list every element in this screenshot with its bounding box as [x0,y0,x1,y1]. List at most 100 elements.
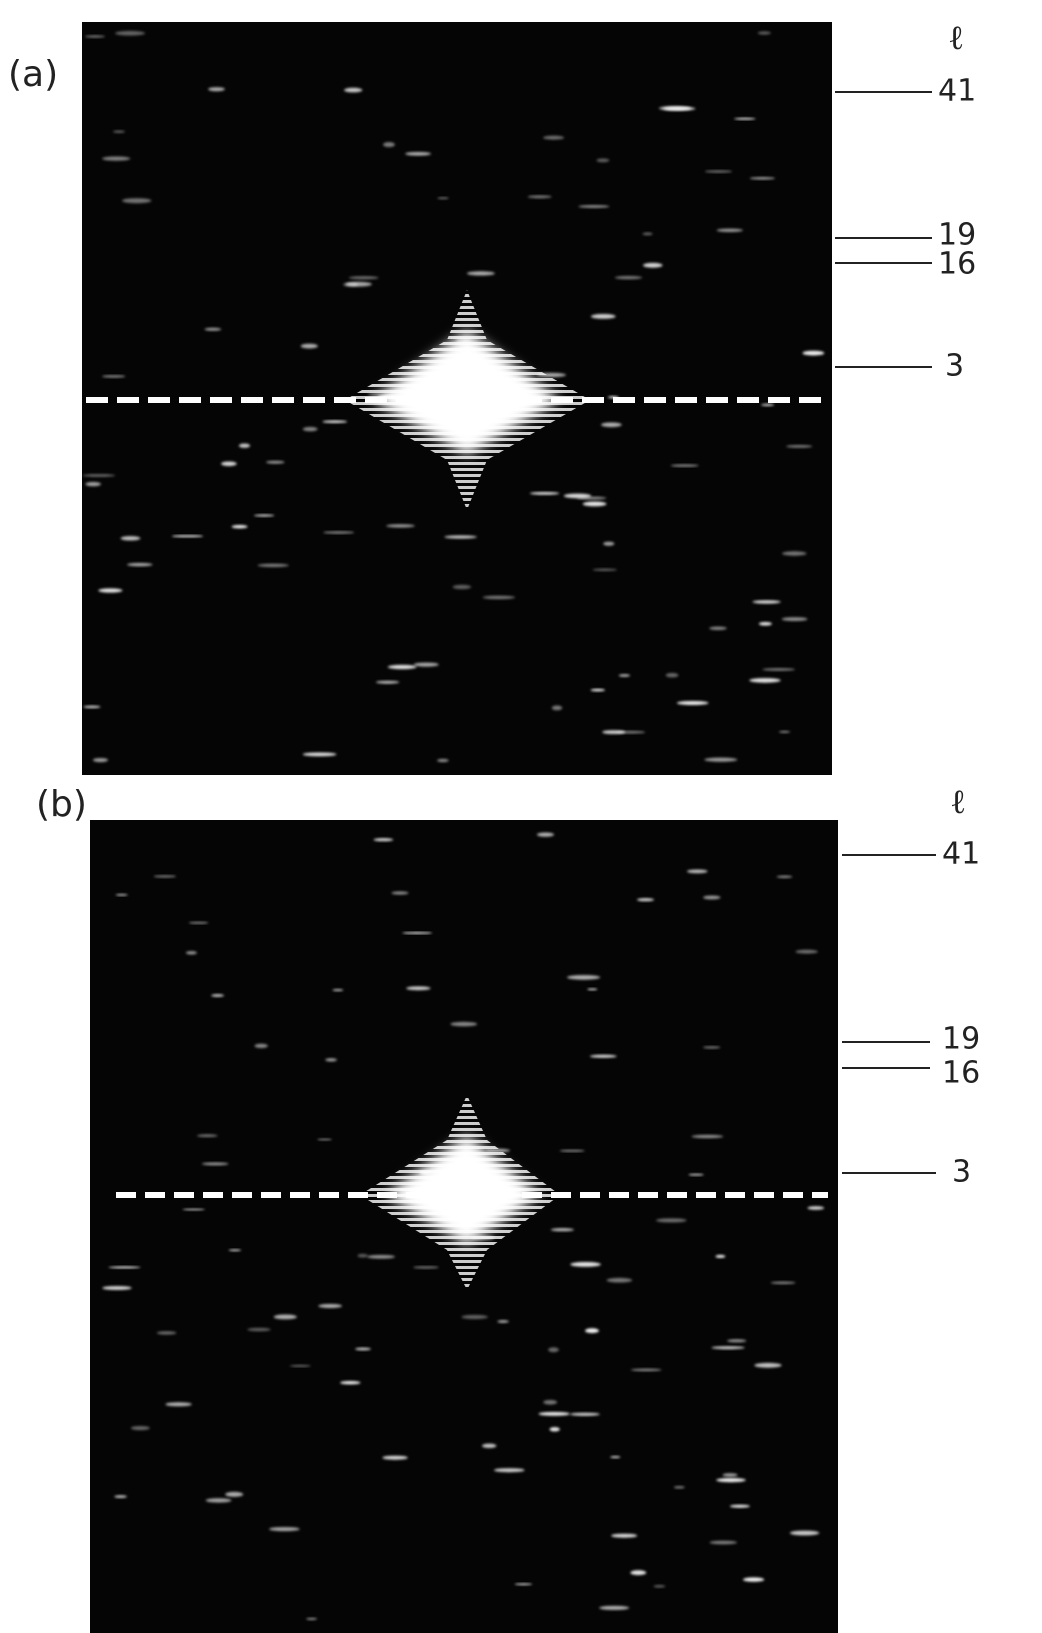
reflection [563,493,592,499]
reflection [514,1583,533,1586]
reflection [590,688,605,692]
panel-label: (b) [36,784,87,825]
central-spot [385,1135,540,1245]
reflection [752,600,781,604]
reflection [228,1249,242,1252]
reflection [582,501,607,507]
panel-label: (a) [8,54,58,95]
reflection [642,232,653,236]
reflection [802,350,825,356]
reflection [590,314,616,319]
reflection [543,1400,558,1405]
reflection [611,1533,638,1538]
reflection [114,1495,127,1498]
reflection [437,197,449,200]
reflection [749,177,776,180]
reflection [273,1314,297,1320]
reflection [606,1277,633,1283]
reflection [113,130,125,133]
reflection [527,195,552,199]
layer-line-label: 16 [942,1056,980,1091]
reflection [655,1218,687,1223]
reflection [610,1455,621,1459]
reflection [391,891,409,895]
reflection [795,949,818,954]
reflection [257,563,289,568]
reflection [703,895,721,900]
reflection [127,563,153,567]
reflection [82,474,116,477]
reflection [549,1427,560,1432]
reflection [357,1253,368,1258]
reflection [182,1208,205,1211]
reflection [348,276,379,280]
reflection [550,1228,574,1232]
reflection [618,674,631,677]
reflection [205,1498,232,1503]
reflection [343,282,358,287]
reflection [340,1381,361,1385]
reflection [102,156,131,161]
reflection [355,1347,371,1351]
reflection [221,461,237,467]
reflection [413,1266,439,1269]
reflection [387,664,417,670]
reflection [383,142,395,148]
reflection [676,701,709,705]
reflection [643,262,663,268]
reflection [317,1138,332,1141]
reflection [238,443,251,448]
reflection [450,1021,478,1027]
reflection [171,535,204,538]
reflection [386,524,415,528]
reflection [102,375,126,378]
reflection [687,869,708,874]
reflection [93,758,108,763]
reflection [673,1486,685,1489]
reflection [670,464,699,467]
reflection [603,541,615,546]
reflection [108,1266,141,1269]
reflection [543,135,565,140]
reflection [711,1346,745,1350]
reflection [115,893,128,896]
reflection [776,875,793,878]
reflection [578,205,610,208]
reflection [165,1402,192,1407]
reflection [567,975,601,980]
reflection [715,1254,726,1258]
reflection [782,551,807,556]
reflection [807,1206,825,1210]
reflection [716,1478,746,1483]
reflection [188,921,209,924]
reflection [757,31,771,35]
reflection [601,422,622,428]
reflection [569,1412,600,1416]
reflection [703,1046,721,1049]
reflection [289,1364,311,1367]
reflection [323,531,355,534]
reflection [653,1585,666,1588]
reflection [444,535,477,539]
reflection [630,1570,647,1576]
reflection [153,875,177,878]
reflection [743,1577,765,1582]
reflection [709,626,727,630]
reflection [115,30,146,36]
reflection [247,1327,271,1332]
reflection [402,932,433,934]
reflection [322,420,348,424]
reflection [211,994,225,997]
reflection [406,986,431,991]
reflection [536,832,555,837]
reflection [665,673,679,678]
reflection [367,1255,396,1259]
reflection [548,1347,559,1353]
reflection [185,951,197,955]
reflection [770,1281,796,1285]
reflection [318,1304,343,1308]
central-spot [372,330,560,455]
spots [102,832,825,1621]
reflection [596,158,610,163]
layer-line-label: 41 [938,74,976,109]
